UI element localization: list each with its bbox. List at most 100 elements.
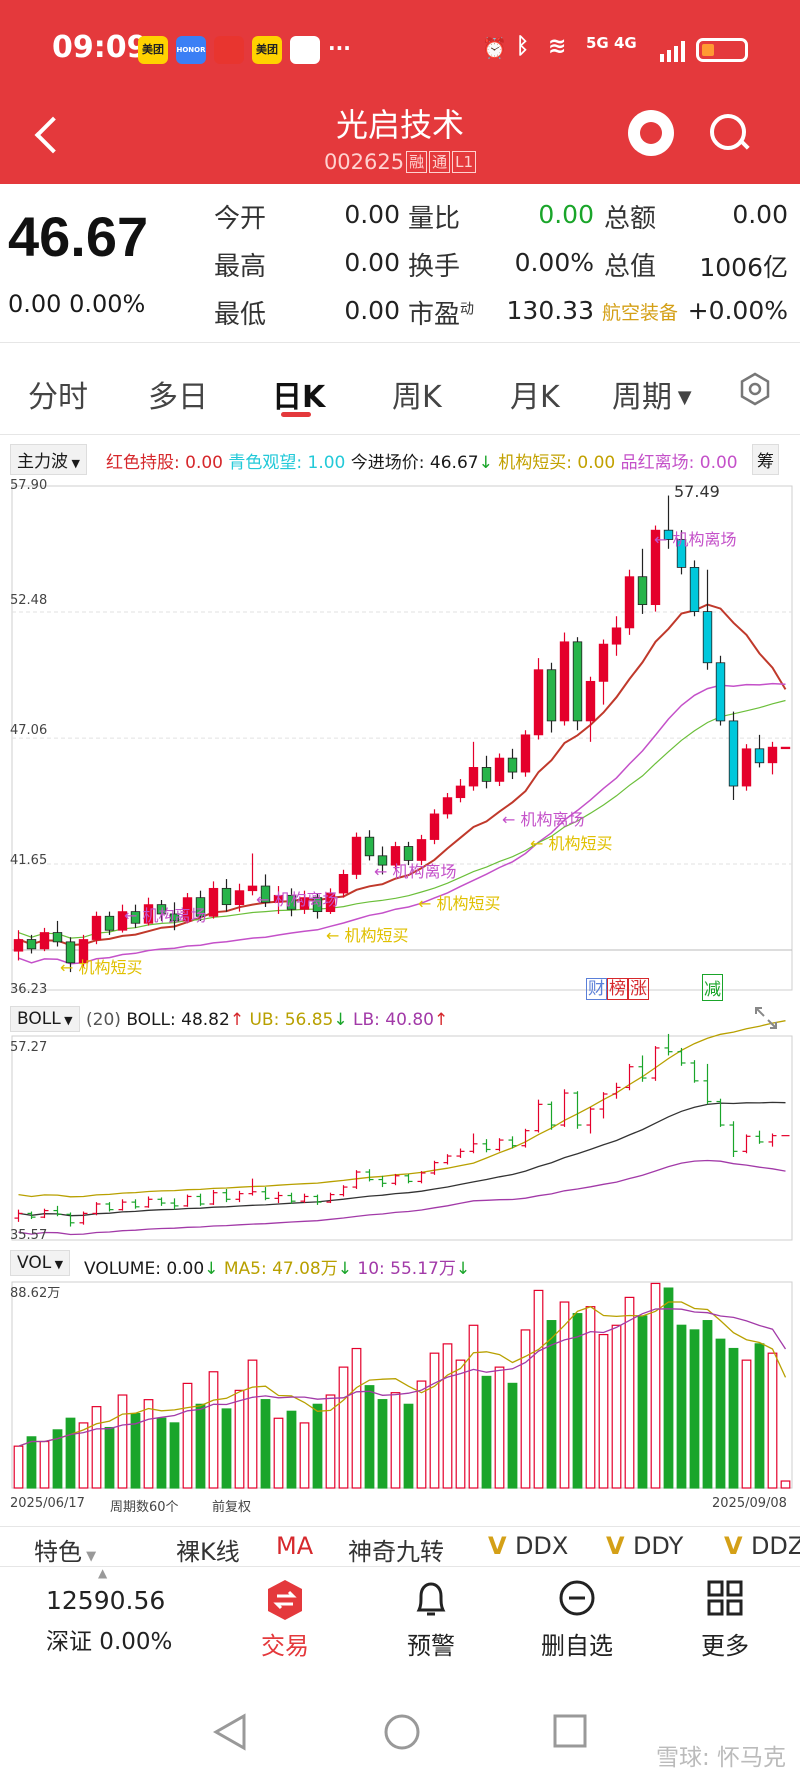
inst-exit-annotation: ← 机构离场 xyxy=(374,862,457,881)
down-arrow-icon: ↓ xyxy=(455,1259,471,1279)
battery-icon xyxy=(696,38,748,62)
volume-bar xyxy=(390,1392,401,1489)
tab-monthly-k[interactable]: 月K xyxy=(510,380,560,415)
main-indicator-select[interactable]: 主力波 ▼ xyxy=(10,444,87,475)
volume-bar xyxy=(364,1385,375,1489)
boll-mid-value: BOLL: 48.82 xyxy=(126,1010,230,1030)
candle xyxy=(182,893,193,924)
volume-bar xyxy=(182,1382,193,1489)
trade-icon xyxy=(268,1580,302,1620)
inst-exit-annotation: ← 机构离场 xyxy=(124,906,207,925)
minus-circle-icon xyxy=(559,1580,595,1616)
vol-indicator-select[interactable]: VOL ▼ xyxy=(10,1250,71,1276)
status-time: 09:09 xyxy=(52,30,148,65)
pe-label: 市盈动 xyxy=(408,300,475,330)
index-name[interactable]: 深证 0.00% xyxy=(46,1629,173,1655)
ma20-line xyxy=(18,682,786,965)
volume-bar xyxy=(78,1422,89,1489)
nav-remove-watchlist[interactable]: 删自选 xyxy=(522,1574,632,1674)
index-value[interactable]: 12590.56 xyxy=(46,1586,166,1615)
tab-period[interactable]: 周期 ▼ xyxy=(612,380,692,415)
volume-bar xyxy=(481,1375,492,1489)
candle xyxy=(130,904,141,928)
candle xyxy=(546,662,557,733)
vol-values: VOLUME: 0.00↓ MA5: 47.08万↓ 10: 55.17万↓ xyxy=(84,1254,470,1279)
feature-special[interactable]: 特色 ▼ xyxy=(34,1538,97,1566)
tab-intraday[interactable]: 分时 xyxy=(28,380,88,415)
candle xyxy=(273,886,284,914)
candle xyxy=(572,637,583,731)
event-markers[interactable]: 财榜涨 xyxy=(586,974,649,1000)
tab-daily-k[interactable]: 日K xyxy=(272,380,326,415)
feature-bar xyxy=(0,1526,800,1566)
candle xyxy=(117,904,128,933)
dropdown-arrow-icon: ▼ xyxy=(82,1549,97,1564)
candle xyxy=(338,869,349,898)
assistant-robot-icon[interactable] xyxy=(628,110,674,156)
search-icon[interactable] xyxy=(708,112,752,156)
system-back-button[interactable] xyxy=(212,1712,248,1756)
event-reduce[interactable]: 减 xyxy=(702,974,723,1001)
candle xyxy=(299,890,310,914)
volume-bar xyxy=(559,1301,570,1489)
event-ranking[interactable]: 榜 xyxy=(607,978,628,1000)
volume-bar xyxy=(546,1320,557,1489)
volume-bar xyxy=(598,1333,609,1489)
date-start: 2025/06/17 xyxy=(10,1496,85,1511)
pe-value: 130.33 xyxy=(506,296,594,325)
system-home-button[interactable] xyxy=(382,1712,422,1756)
nav-alert-label: 预警 xyxy=(407,1632,455,1660)
volume-bar xyxy=(533,1289,544,1489)
price-change: 0.00 0.00% xyxy=(8,290,145,318)
event-finance[interactable]: 财 xyxy=(586,978,607,1000)
price-axis-tick: 47.06 xyxy=(10,723,48,738)
expand-icon[interactable] xyxy=(752,1004,780,1032)
bird-app-icon xyxy=(290,36,320,64)
volume-bar xyxy=(377,1399,388,1489)
feature-td-nine[interactable]: 神奇九转 xyxy=(348,1538,444,1566)
feature-naked-k[interactable]: 裸K线 xyxy=(176,1538,240,1566)
candle xyxy=(208,881,219,919)
nav-trade[interactable]: 交易 xyxy=(230,1574,340,1674)
feature-ddy[interactable]: DDY xyxy=(606,1532,683,1560)
candle xyxy=(702,569,713,670)
nav-more-label: 更多 xyxy=(701,1632,749,1660)
nav-alert[interactable]: 预警 xyxy=(376,1574,486,1674)
volume-bar xyxy=(429,1352,440,1489)
tab-weekly-k[interactable]: 周K xyxy=(392,380,442,415)
boll-indicator-select[interactable]: BOLL ▼ xyxy=(10,1006,80,1032)
volume-bar xyxy=(676,1324,687,1489)
margin-tag: 融 xyxy=(406,151,428,173)
dropdown-arrow-icon: ▼ xyxy=(68,457,80,470)
candle xyxy=(26,934,37,954)
volume-bar xyxy=(728,1347,739,1489)
volume-bar xyxy=(507,1382,518,1489)
volume-value: VOLUME: 0.00 xyxy=(84,1259,205,1279)
event-limit-up[interactable]: 涨 xyxy=(628,978,649,1000)
volume-bar xyxy=(520,1329,531,1489)
volume-bar xyxy=(273,1417,284,1489)
feature-ddz[interactable]: DDZ xyxy=(724,1532,800,1560)
feature-ma[interactable]: MA xyxy=(276,1532,314,1560)
period-count: 周期数60个 xyxy=(110,1500,179,1515)
app-header: 09:09 美团 HONOR 美团 ··· ⏰ ᛒ ≋ 5G 4G 光启技术 0… xyxy=(0,0,800,184)
settings-hexagon-icon[interactable] xyxy=(738,372,772,406)
volume-bar xyxy=(572,1313,583,1489)
feature-ddx[interactable]: DDX xyxy=(488,1532,568,1560)
bluetooth-icon: ᛒ xyxy=(516,34,530,59)
system-recents-button[interactable] xyxy=(552,1712,588,1756)
sector-link[interactable]: 航空装备 xyxy=(602,302,679,324)
nav-more[interactable]: 更多 xyxy=(670,1574,780,1674)
current-price: 46.67 xyxy=(8,205,149,268)
volume-bar xyxy=(247,1359,258,1489)
price-axis-tick: 52.48 xyxy=(10,593,48,608)
inst-buy-value: 机构短买: 0.00 xyxy=(498,453,616,473)
candlestick-chart[interactable] xyxy=(0,470,800,1570)
volume-bar xyxy=(260,1399,271,1489)
candle xyxy=(689,560,700,617)
volume-bar xyxy=(494,1366,505,1489)
vol-ma10-value: 10: 55.17万 xyxy=(357,1259,456,1279)
tab-multi-day[interactable]: 多日 xyxy=(148,380,208,415)
chip-distribution-button[interactable]: 筹 xyxy=(752,444,779,475)
volume-bar xyxy=(442,1343,453,1489)
